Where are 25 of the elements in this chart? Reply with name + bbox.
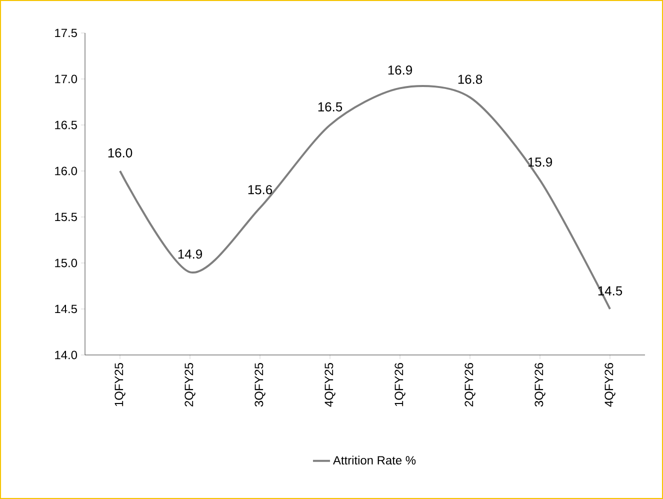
data-label: 15.6 — [248, 185, 272, 194]
x-tick-label: 3QFY25 — [254, 363, 266, 407]
y-tick-label: 15.0 — [55, 258, 78, 268]
data-label: 16.8 — [458, 74, 482, 84]
data-label: 16.9 — [388, 65, 412, 75]
x-tick-label: 4QFY25 — [324, 363, 336, 407]
x-tick-label: 3QFY26 — [534, 363, 546, 407]
y-tick-label: 17.5 — [55, 28, 77, 38]
x-tick-label: 2QFY25 — [184, 363, 196, 406]
y-tick-label: 14.0 — [55, 350, 78, 360]
y-tick-label: 16.0 — [55, 166, 78, 176]
legend-label: Attrition Rate % — [333, 456, 416, 465]
y-tick-label: 16.5 — [55, 120, 77, 130]
data-label: 14.9 — [178, 249, 202, 259]
y-tick-label: 15.5 — [55, 212, 77, 222]
y-tick-label: 14.5 — [55, 304, 77, 314]
x-tick-label: 4QFY26 — [604, 363, 616, 407]
x-tick-label: 1QFY26 — [394, 363, 406, 406]
data-label: 16.0 — [108, 148, 132, 158]
y-tick-label: 17.0 — [55, 74, 78, 84]
data-label: 16.5 — [318, 102, 342, 112]
data-label: 15.9 — [528, 157, 552, 167]
data-label: 14.5 — [598, 286, 622, 296]
x-tick-label: 1QFY25 — [114, 363, 126, 406]
x-tick-label: 2QFY26 — [464, 363, 476, 406]
